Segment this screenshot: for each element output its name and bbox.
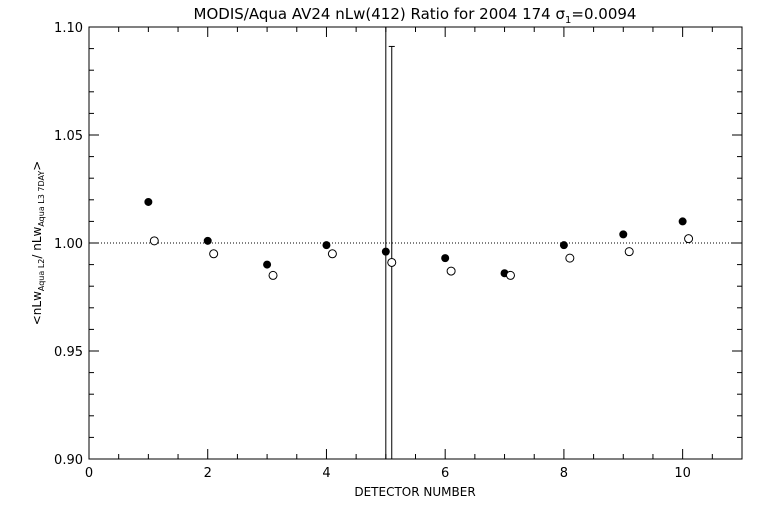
ticks-layer [88,26,742,460]
x-tick-label: 10 [674,466,691,481]
x-tick-label: 6 [441,466,449,481]
chart-title: MODIS/Aqua AV24 nLw(412) Ratio for 2004 … [194,5,637,26]
data-point-filled [559,241,568,250]
data-point-open [684,234,694,244]
data-point-filled [263,260,272,269]
data-point-open [446,266,456,276]
y-axis-label-mid: / nLw [30,226,44,258]
x-tick-label: 2 [204,466,212,481]
x-axis-label: DETECTOR NUMBER [354,485,475,499]
x-tick-label: 8 [560,466,568,481]
tick-labels-layer: 0 2 4 6 8 10 0.90 0.95 1.00 1.05 1.10 [54,21,691,481]
data-point-open [505,270,515,280]
y-tick-label: 0.90 [54,453,83,468]
chart-title-sigma-subscript: 1 [565,15,571,26]
chart-title-text: MODIS/Aqua AV24 nLw(412) Ratio for 2004 … [194,5,556,23]
y-axis-label-open: <nLw [30,291,44,325]
data-point-open [268,270,278,280]
data-point-open [327,249,337,259]
data-point-filled [619,230,628,239]
data-point-filled [381,247,390,256]
y-tick-label: 1.10 [54,21,83,36]
error-bar-layer [385,27,395,459]
data-point-filled [441,254,450,263]
y-tick-label: 1.00 [54,237,83,252]
data-point-open [149,236,159,246]
y-tick-label: 1.05 [54,129,83,144]
data-point-open [209,249,219,259]
y-axis-label-close: > [30,161,44,171]
data-point-open [387,257,397,267]
data-point-filled [678,217,687,226]
data-point-open [565,253,575,263]
chart-title-sigma-value: =0.0094 [571,5,636,23]
data-point-filled [203,236,212,245]
data-point-filled [322,241,331,250]
points-layer [144,197,694,280]
y-tick-label: 0.95 [54,345,83,360]
chart-title-sigma: σ [556,5,566,23]
data-point-open [624,247,634,257]
y-axis-label-sub1: Aqua L2 [37,259,46,291]
y-axis-label-sub2: Aqua L3 7DAY [37,171,46,227]
data-point-filled [144,197,153,206]
x-tick-label: 4 [322,466,330,481]
x-tick-label: 0 [85,466,93,481]
y-axis-label: <nLwAqua L2/ nLwAqua L3 7DAY> [30,161,46,326]
